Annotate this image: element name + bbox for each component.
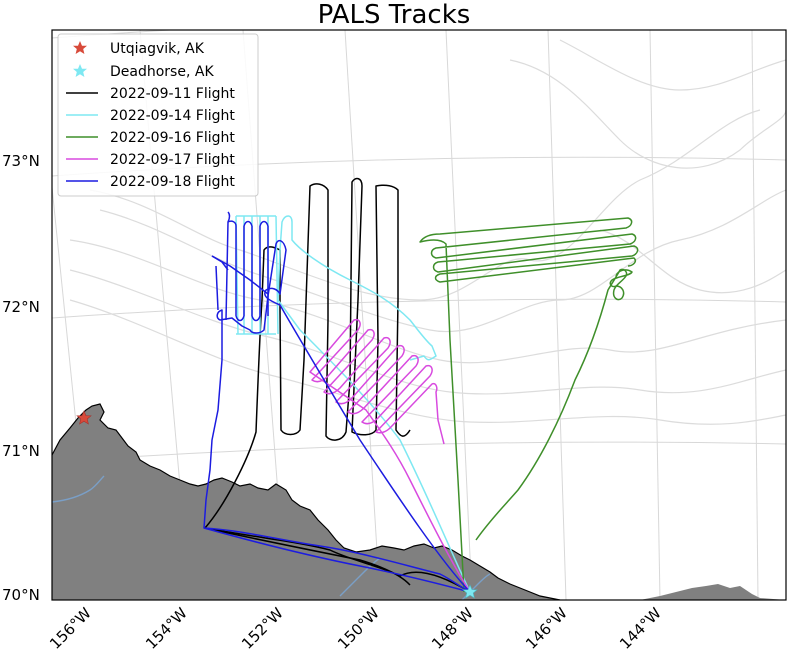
legend-star-red-icon — [73, 41, 87, 54]
legend-box — [57, 33, 259, 197]
land-mass — [52, 404, 560, 600]
legend-star-cyan-icon — [73, 64, 87, 77]
contour — [599, 229, 786, 294]
deadhorse-marker[interactable] — [462, 584, 478, 599]
legend-label-utqiagvik: Utqiagvik, AK — [110, 41, 205, 57]
utqiagvik-marker[interactable] — [76, 410, 92, 425]
legend: Utqiagvik, AK Deadhorse, AK 2022-09-11 F… — [57, 33, 259, 197]
lat-label-72: 72°N — [2, 298, 40, 316]
coastline — [52, 403, 561, 600]
graticule-lon-146 — [547, 30, 567, 600]
graticule-lat-74 — [52, 30, 179, 39]
lon-label-154: 154°W — [142, 604, 191, 653]
legend-label-0914: 2022-09-14 Flight — [110, 108, 235, 124]
legend-entry-flight-0914: 2022-09-14 Flight — [66, 108, 235, 124]
contour — [559, 39, 786, 91]
river — [52, 475, 105, 503]
flight-track-2022-09-18 — [203, 211, 471, 593]
legend-label-0918: 2022-09-18 Flight — [110, 174, 235, 190]
legend-label-0917: 2022-09-17 Flight — [110, 152, 235, 168]
graticule-lon-150 — [344, 30, 381, 600]
legend-entry-flight-0917: 2022-09-17 Flight — [66, 152, 235, 168]
legend-entry-utqiagvik: Utqiagvik, AK — [73, 41, 205, 57]
lon-label-148: 148°W — [428, 604, 477, 653]
lon-label-152: 152°W — [238, 604, 287, 653]
legend-label-0911: 2022-09-11 Flight — [110, 86, 235, 102]
graticule-lat-71 — [52, 441, 786, 463]
map-frame — [51, 29, 787, 601]
flight-track-2022-09-17 — [309, 318, 471, 593]
legend-entry-deadhorse: Deadhorse, AK — [73, 64, 214, 80]
legend-label-0916: 2022-09-16 Flight — [110, 130, 235, 146]
graticule-lon-144 — [649, 30, 661, 600]
contour — [69, 299, 786, 425]
lon-label-156: 156°W — [46, 604, 95, 653]
legend-entry-flight-0911: 2022-09-11 Flight — [66, 86, 235, 102]
contour — [69, 239, 786, 364]
legend-entry-flight-0918: 2022-09-18 Flight — [66, 174, 235, 190]
lon-label-144: 144°W — [616, 604, 665, 653]
legend-entry-flight-0916: 2022-09-16 Flight — [66, 130, 235, 146]
lat-label-73: 73°N — [2, 152, 40, 170]
contour — [99, 189, 786, 333]
flight-track-2022-09-16 — [419, 217, 639, 593]
lon-label-146: 146°W — [522, 604, 571, 653]
contour — [509, 59, 786, 169]
bathymetry-contours — [69, 39, 786, 425]
contour — [89, 109, 761, 301]
graticule — [52, 30, 786, 600]
legend-label-deadhorse: Deadhorse, AK — [110, 64, 214, 80]
land-mass-east — [640, 584, 786, 600]
river — [339, 557, 381, 597]
map-title: PALS Tracks — [317, 0, 471, 30]
lat-label-71: 71°N — [2, 442, 40, 460]
lon-label-150: 150°W — [334, 604, 383, 653]
lat-label-70: 70°N — [2, 586, 40, 604]
graticule-lat-72 — [52, 298, 786, 319]
graticule-lon-148 — [445, 30, 473, 600]
contour — [69, 269, 786, 395]
graticule-lon-142 — [751, 30, 759, 600]
